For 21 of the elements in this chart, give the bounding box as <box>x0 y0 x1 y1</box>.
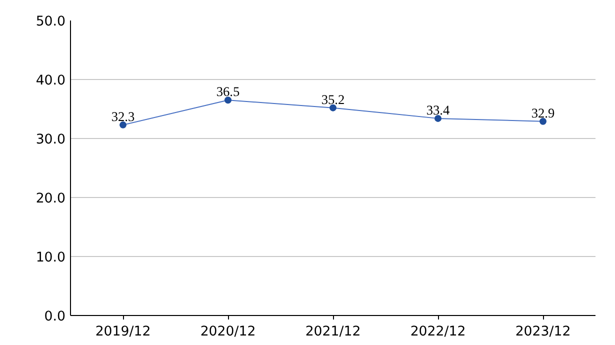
point <box>120 121 126 128</box>
y-tick-label: 40.0 <box>36 74 66 88</box>
y-tick-label: 10.0 <box>36 250 66 266</box>
y-tick-label: 0.0 <box>44 310 66 324</box>
point <box>330 104 336 112</box>
data-label: 33.4 <box>426 102 450 118</box>
point <box>224 96 232 104</box>
x-tick-label: 2022/12 <box>410 324 466 340</box>
y-tick-label: 30.0 <box>36 132 66 148</box>
data-label: 35.2 <box>321 92 345 107</box>
data-label: 36.5 <box>216 84 240 100</box>
x-tick-label: 2019/12 <box>95 324 151 340</box>
x-tick-label: 2023/12 <box>515 324 571 340</box>
point <box>540 118 546 125</box>
y-tick-label: 20.0 <box>36 192 66 206</box>
point <box>434 114 442 122</box>
data-label: 32.3 <box>111 108 135 124</box>
x-tick-label: 2021/12 <box>305 324 361 340</box>
x-tick-label: 2020/12 <box>200 324 256 340</box>
y-tick-label: 50.0 <box>36 14 66 30</box>
data-label: 32.9 <box>531 105 555 120</box>
